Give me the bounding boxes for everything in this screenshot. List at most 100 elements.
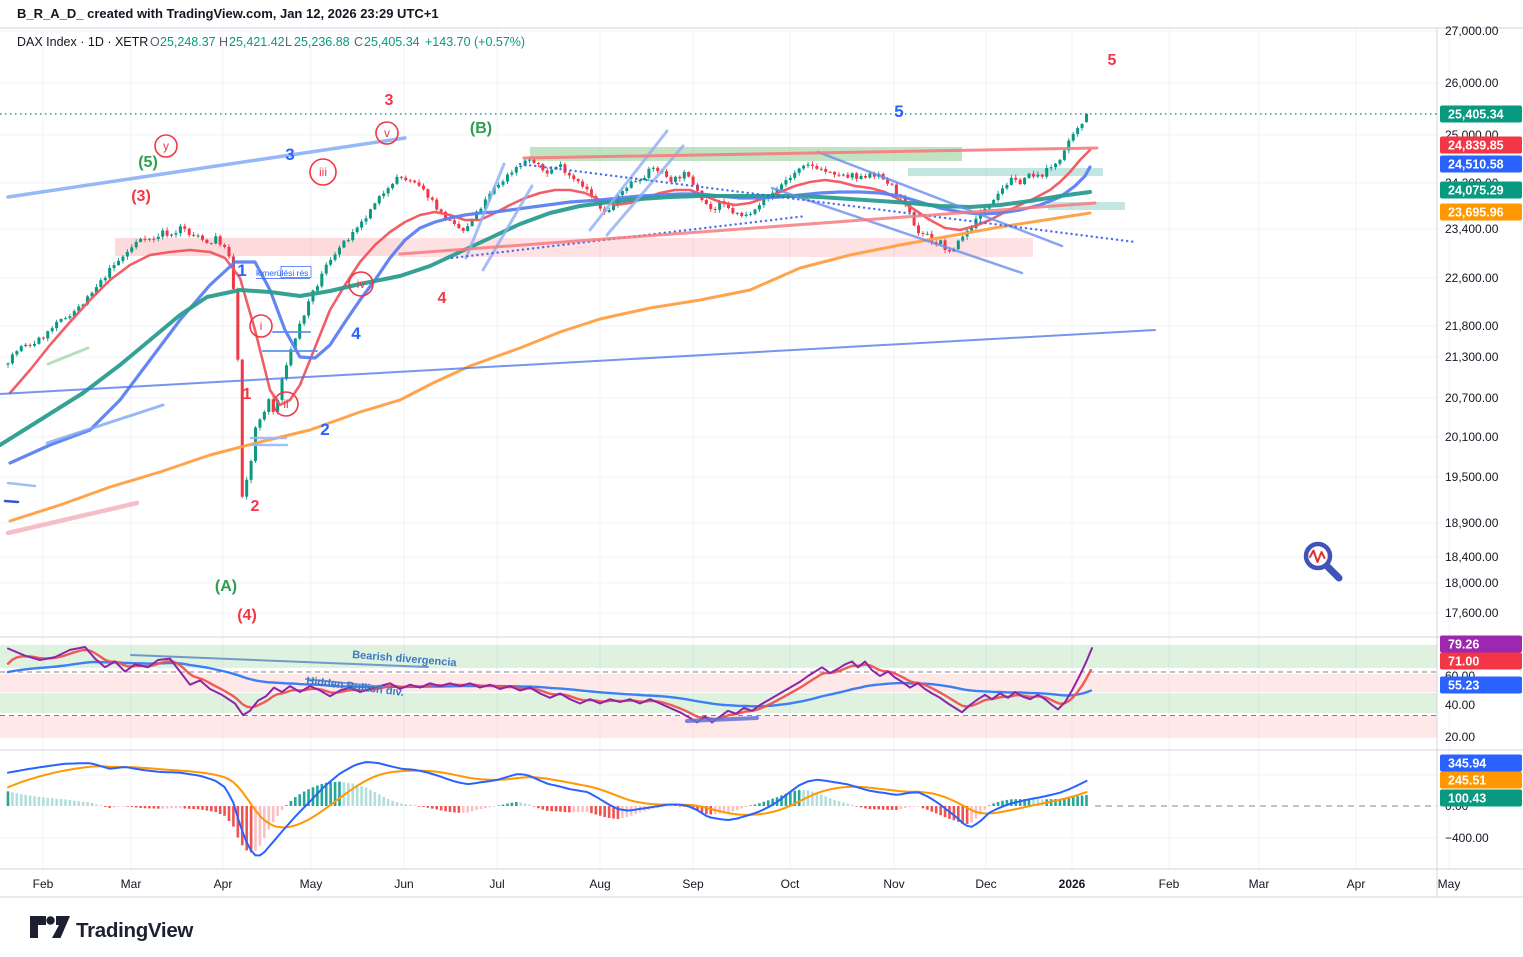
- candle-body: [351, 232, 355, 241]
- trendline[interactable]: [6, 481, 37, 488]
- macd-histogram-bar: [1032, 799, 1035, 806]
- time-axis-label[interactable]: Aug: [589, 877, 610, 891]
- macd-histogram-bar: [276, 806, 279, 816]
- tradingview-logo-icon: [30, 916, 70, 938]
- macd-histogram-bar: [789, 792, 792, 806]
- trendline[interactable]: [5, 500, 140, 536]
- macd-histogram-bar: [347, 782, 350, 806]
- trendline[interactable]: [6, 136, 407, 199]
- candle-body: [620, 190, 624, 196]
- macd-histogram-bar: [780, 795, 783, 806]
- macd-histogram-bar: [625, 806, 629, 818]
- trendline[interactable]: [3, 499, 20, 504]
- price-badge-value: 245.51: [1448, 774, 1486, 788]
- elliott-subwave-circle: [273, 391, 299, 417]
- rsi-divergence-line[interactable]: [685, 716, 759, 723]
- macd-histogram-bar: [727, 806, 730, 813]
- tradingview-logo[interactable]: TradingView: [30, 916, 194, 942]
- magnifier-icon: [1303, 541, 1343, 582]
- axis-label: 20.00: [1445, 730, 1475, 744]
- trendline[interactable]: [464, 162, 506, 260]
- time-axis-label[interactable]: Feb: [33, 877, 54, 891]
- candle-body: [284, 365, 288, 379]
- macd-histogram-bar: [143, 806, 147, 809]
- time-axis-label[interactable]: 2026: [1059, 877, 1086, 891]
- time-axis-label[interactable]: Oct: [781, 877, 800, 891]
- macd-histogram-bar: [377, 794, 381, 806]
- candle-body: [364, 218, 368, 222]
- time-axis-label[interactable]: Sep: [682, 877, 704, 891]
- trendline[interactable]: [522, 146, 1099, 160]
- trendline[interactable]: [46, 346, 90, 366]
- candle-body: [187, 228, 191, 235]
- time-axis-label[interactable]: Mar: [121, 877, 142, 891]
- macd-histogram-bar: [316, 785, 319, 806]
- price-badge-value: 100.43: [1448, 792, 1486, 806]
- macd-histogram-bar: [285, 805, 288, 806]
- trendline[interactable]: [398, 201, 1097, 256]
- macd-pane[interactable]: [6, 761, 1437, 857]
- candle-body: [917, 225, 921, 234]
- time-axis-label[interactable]: Apr: [214, 877, 233, 891]
- time-axis-label[interactable]: Mar: [1249, 877, 1270, 891]
- price-badge-value: 24,510.58: [1448, 158, 1504, 172]
- candle-body: [192, 234, 196, 236]
- axes[interactable]: 27,000.0026,000.0025,000.0024,200.0023,4…: [0, 24, 1523, 898]
- macd-histogram-bar: [439, 806, 443, 811]
- candle-body: [824, 168, 828, 172]
- candle-body: [788, 177, 792, 181]
- trendline[interactable]: [518, 162, 1137, 244]
- candle-body: [421, 185, 425, 190]
- trendline[interactable]: [0, 329, 1156, 395]
- time-axis-label[interactable]: Nov: [883, 877, 904, 891]
- rsi-divergence-line[interactable]: [130, 654, 429, 668]
- macd-histogram-bar: [404, 804, 408, 806]
- time-axis-label[interactable]: Apr: [1347, 877, 1366, 891]
- candle-body: [1001, 188, 1004, 194]
- candle-body: [678, 176, 682, 179]
- candle-body: [581, 181, 585, 187]
- candle-body: [956, 240, 960, 250]
- trendline[interactable]: [816, 150, 1064, 248]
- candle-body: [112, 265, 116, 269]
- candle-body: [466, 226, 470, 231]
- macd-histogram-bar: [267, 806, 271, 830]
- macd-histogram-bar: [360, 786, 363, 806]
- symbol-title[interactable]: DAX Index · 1D · XETR: [17, 35, 148, 49]
- macd-histogram-bar: [873, 806, 876, 810]
- macd-histogram-bar: [934, 806, 938, 814]
- trendline[interactable]: [481, 184, 534, 272]
- candle-body: [258, 419, 262, 428]
- time-axis-label[interactable]: Feb: [1159, 877, 1180, 891]
- candle-body: [24, 344, 28, 347]
- macd-histogram-bar: [793, 790, 797, 806]
- trendline[interactable]: [45, 403, 165, 445]
- candle-body: [117, 260, 120, 266]
- trendline[interactable]: [605, 144, 685, 237]
- macd-histogram-bar: [1001, 800, 1004, 806]
- candlestick-series[interactable]: [6, 113, 1088, 500]
- time-axis-label[interactable]: Jun: [394, 877, 413, 891]
- exhaustion-gap-note: kimerülési rés: [256, 268, 308, 278]
- time-axis-label[interactable]: May: [1438, 877, 1461, 891]
- trendline[interactable]: [588, 129, 669, 232]
- candle-body: [1031, 173, 1035, 177]
- trendline-drawings[interactable]: [0, 129, 1156, 536]
- time-axis-label[interactable]: May: [300, 877, 323, 891]
- time-axis-label[interactable]: Jul: [489, 877, 504, 891]
- macd-histogram-bar: [1058, 798, 1062, 806]
- candle-body: [147, 238, 151, 240]
- candle-body: [868, 173, 872, 178]
- rsi-divergence-line[interactable]: [305, 678, 385, 688]
- macd-histogram-bar: [108, 806, 111, 808]
- macd-histogram-bar: [1036, 799, 1040, 806]
- macd-histogram-bar: [890, 806, 894, 810]
- price-badge-value: 24,075.29: [1448, 184, 1504, 198]
- symbol-info-row[interactable]: DAX Index · 1D · XETR O 25,248.37 H 25,4…: [17, 35, 525, 49]
- candle-body: [108, 268, 112, 278]
- candle-body: [576, 179, 580, 182]
- candle-body: [841, 174, 845, 176]
- time-axis-label[interactable]: Dec: [975, 877, 996, 891]
